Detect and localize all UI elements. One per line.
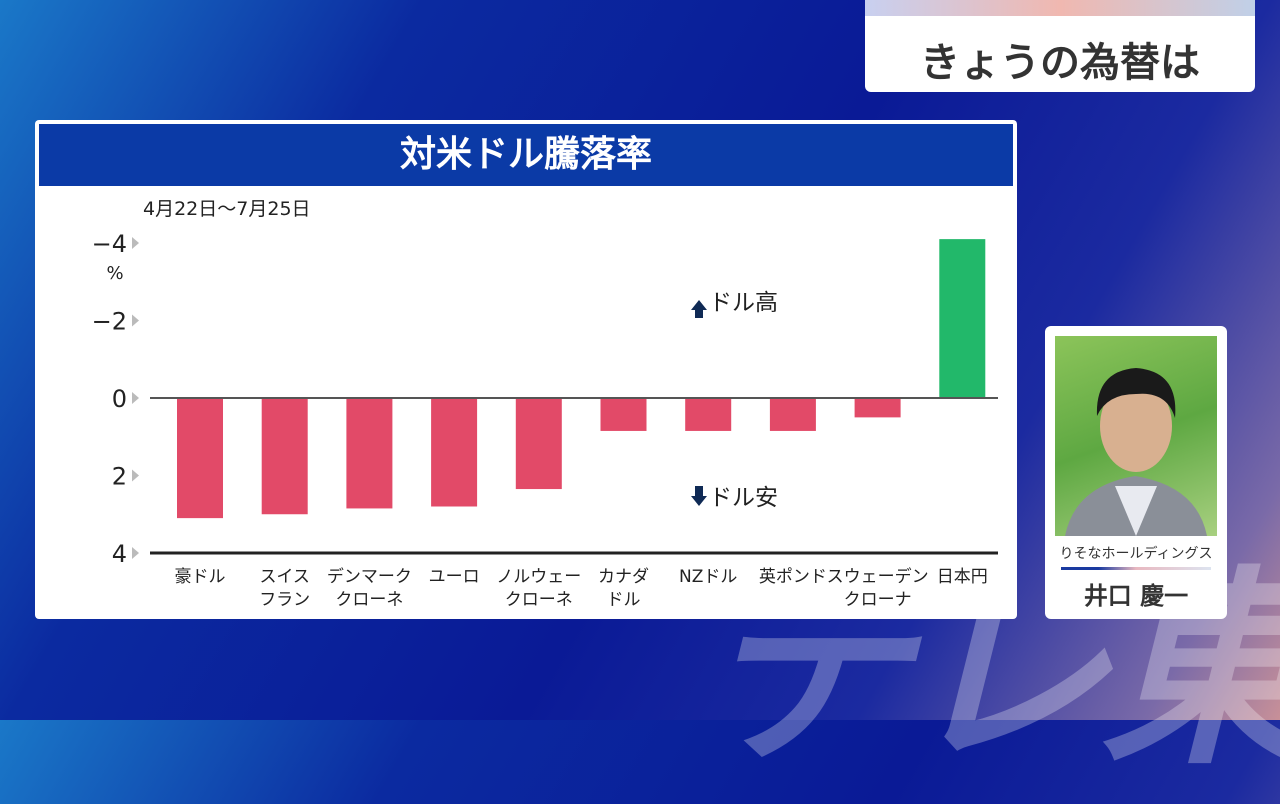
y-tick-arrow-icon (132, 547, 139, 559)
y-tick-label: 4 (112, 540, 127, 568)
x-tick-label: クローナ (844, 590, 912, 610)
y-tick-arrow-icon (132, 392, 139, 404)
x-tick-label: 日本円 (937, 567, 988, 587)
presenter-name: 井口 慶一 (1083, 582, 1189, 610)
chart-title: 対米ドル騰落率 (39, 124, 1013, 186)
x-tick-label: 豪ドル (175, 566, 226, 587)
y-tick-arrow-icon (132, 469, 139, 482)
annotation-dollar-down: ドル安 (709, 485, 778, 511)
y-tick-arrow-icon (132, 237, 139, 249)
x-tick-label: フラン (259, 590, 310, 610)
header-title: きょうの為替は (920, 40, 1200, 86)
x-tick-label: スウェーデン (827, 566, 929, 587)
x-tick-label: NZドル (679, 567, 737, 587)
bar (854, 398, 901, 418)
bar (600, 398, 647, 431)
bar (261, 398, 308, 515)
bar (515, 398, 562, 490)
y-tick-label: 0 (112, 385, 127, 413)
bar (177, 398, 223, 519)
bar (431, 398, 478, 507)
x-tick-label: デンマーク (327, 566, 412, 587)
y-tick-arrow-icon (132, 314, 139, 327)
x-tick-label: クローネ (505, 590, 573, 610)
y-unit-label: % (106, 263, 123, 284)
bar (769, 398, 816, 431)
person-silhouette-icon (1065, 368, 1207, 536)
presenter-photo (1055, 336, 1217, 536)
x-tick-label: ドル (607, 590, 641, 610)
bar (685, 398, 732, 431)
chart-panel: 対米ドル騰落率 4月22日〜7月25日 −4 −2 0 2 4% 豪ドル スイスフラン デンマ… (35, 120, 1017, 619)
chart-period: 4月22日〜7月25日 (143, 198, 311, 220)
x-tick-label: 英ポンド (759, 567, 827, 587)
divider (1061, 567, 1211, 570)
bar (346, 398, 393, 509)
y-tick-label: 2 (112, 463, 127, 491)
header-card: きょうの為替は (865, 0, 1255, 92)
x-tick-label: クローネ (335, 590, 403, 610)
x-tick-label: ユーロ (429, 567, 480, 587)
presenter-organization: りそなホールディングス (1059, 546, 1213, 562)
bar (939, 239, 986, 398)
x-tick-label: カナダ (598, 567, 649, 587)
y-tick-label: −4 (92, 230, 127, 258)
header-accent-bar (865, 0, 1255, 16)
annotation-dollar-up: ドル高 (709, 290, 778, 316)
arrow-up-icon (691, 300, 707, 318)
y-tick-label: −2 (92, 308, 127, 336)
x-tick-label: ノルウェー (496, 567, 581, 587)
x-tick-label: スイス (259, 567, 310, 587)
presenter-card: りそなホールディングス 井口 慶一 (1045, 326, 1227, 619)
arrow-down-icon (691, 486, 707, 506)
